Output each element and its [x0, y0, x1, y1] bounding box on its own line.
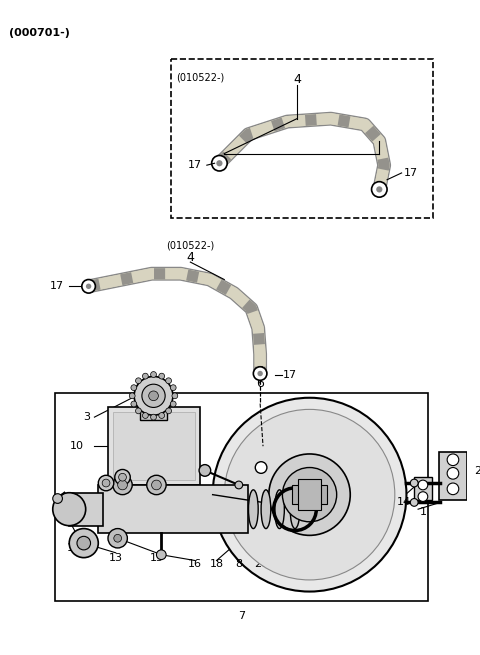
Bar	[113, 412, 195, 480]
Circle shape	[118, 480, 127, 490]
Circle shape	[170, 384, 176, 390]
Bar	[292, 485, 327, 504]
Circle shape	[119, 474, 126, 481]
Bar	[298, 479, 321, 510]
Bar	[55, 393, 428, 601]
Circle shape	[115, 470, 130, 485]
Text: 2: 2	[474, 466, 480, 476]
Text: 10: 10	[70, 441, 84, 451]
Ellipse shape	[261, 490, 271, 529]
Circle shape	[114, 534, 121, 542]
Circle shape	[53, 493, 86, 526]
Circle shape	[69, 529, 98, 557]
Circle shape	[172, 393, 178, 399]
Circle shape	[82, 280, 96, 293]
Circle shape	[447, 468, 459, 479]
Circle shape	[152, 480, 161, 490]
Text: 9: 9	[165, 488, 172, 498]
Circle shape	[372, 181, 387, 197]
Circle shape	[135, 378, 141, 384]
Text: 17: 17	[188, 160, 202, 170]
Bar	[69, 493, 103, 526]
Ellipse shape	[275, 490, 284, 529]
Bar	[108, 407, 200, 485]
Circle shape	[199, 464, 211, 476]
Circle shape	[102, 479, 110, 487]
Circle shape	[131, 384, 137, 390]
Circle shape	[77, 536, 91, 550]
Circle shape	[134, 377, 173, 415]
Circle shape	[149, 391, 158, 401]
Circle shape	[410, 498, 418, 506]
Text: 1: 1	[420, 507, 426, 517]
Text: 17: 17	[282, 371, 297, 381]
Circle shape	[135, 408, 141, 414]
Text: 3: 3	[84, 412, 91, 422]
Text: 13: 13	[109, 553, 123, 563]
Text: 6: 6	[256, 377, 264, 390]
Circle shape	[143, 373, 148, 379]
Bar	[140, 405, 167, 420]
Circle shape	[269, 454, 350, 535]
Circle shape	[108, 529, 127, 548]
Text: 16: 16	[188, 559, 202, 569]
Circle shape	[253, 367, 267, 381]
Circle shape	[86, 284, 91, 289]
Circle shape	[166, 408, 171, 414]
Circle shape	[418, 480, 428, 490]
Circle shape	[159, 413, 165, 419]
Circle shape	[147, 476, 166, 495]
Circle shape	[166, 378, 171, 384]
Text: 19: 19	[67, 543, 81, 553]
Text: 18: 18	[209, 559, 224, 569]
Circle shape	[224, 409, 395, 580]
Text: 20: 20	[254, 559, 268, 569]
Circle shape	[257, 371, 263, 376]
Text: 4: 4	[293, 73, 301, 86]
Ellipse shape	[290, 490, 300, 529]
Bar	[98, 485, 249, 533]
Text: 4: 4	[186, 251, 194, 264]
Circle shape	[129, 393, 135, 399]
Text: 8: 8	[235, 559, 242, 569]
Circle shape	[98, 476, 114, 491]
Circle shape	[170, 401, 176, 407]
Circle shape	[447, 454, 459, 466]
Circle shape	[212, 155, 227, 171]
Ellipse shape	[249, 490, 258, 529]
Circle shape	[282, 468, 336, 522]
Circle shape	[447, 483, 459, 495]
Circle shape	[410, 479, 418, 487]
Text: 17: 17	[404, 168, 418, 178]
Text: (000701-): (000701-)	[9, 28, 70, 37]
Bar	[414, 477, 432, 500]
Bar	[439, 452, 467, 500]
Bar	[171, 58, 432, 219]
Circle shape	[376, 186, 383, 193]
Circle shape	[151, 414, 156, 420]
Text: 11: 11	[104, 480, 118, 490]
Circle shape	[143, 413, 148, 419]
Circle shape	[156, 550, 166, 559]
Circle shape	[113, 476, 132, 495]
Circle shape	[142, 384, 165, 407]
Circle shape	[216, 160, 223, 166]
Circle shape	[159, 373, 165, 379]
Text: 14: 14	[396, 497, 410, 508]
Circle shape	[213, 398, 407, 591]
Circle shape	[255, 462, 267, 474]
Circle shape	[151, 371, 156, 377]
Text: 5: 5	[323, 557, 329, 567]
Text: 6: 6	[257, 366, 264, 377]
Text: (010522-): (010522-)	[176, 72, 224, 82]
Circle shape	[235, 481, 243, 489]
Text: 7: 7	[238, 611, 245, 621]
Text: 17: 17	[50, 281, 64, 291]
Text: 11: 11	[113, 468, 127, 477]
Circle shape	[53, 494, 62, 504]
Circle shape	[131, 401, 137, 407]
Text: (010522-): (010522-)	[166, 240, 215, 251]
Text: 15: 15	[149, 553, 163, 563]
Circle shape	[418, 492, 428, 502]
